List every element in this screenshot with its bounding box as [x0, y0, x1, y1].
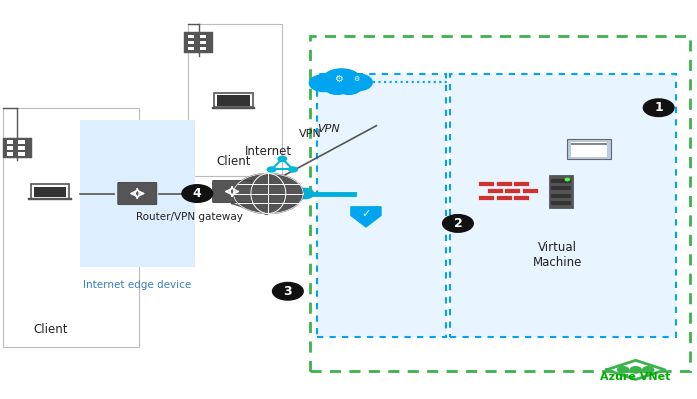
Circle shape [182, 185, 213, 202]
Text: VPN: VPN [299, 128, 321, 139]
FancyBboxPatch shape [118, 182, 157, 205]
Circle shape [267, 167, 276, 172]
Text: Client: Client [33, 323, 68, 336]
Polygon shape [351, 207, 381, 227]
Circle shape [296, 188, 314, 199]
FancyBboxPatch shape [496, 195, 512, 200]
FancyBboxPatch shape [7, 140, 13, 144]
Circle shape [443, 215, 473, 232]
FancyBboxPatch shape [513, 181, 529, 186]
Text: 1: 1 [654, 101, 663, 114]
Text: Azure VNet: Azure VNet [601, 372, 671, 382]
FancyBboxPatch shape [199, 41, 206, 44]
FancyBboxPatch shape [7, 146, 13, 150]
FancyBboxPatch shape [571, 142, 607, 145]
FancyBboxPatch shape [317, 74, 446, 337]
FancyBboxPatch shape [549, 175, 574, 208]
Circle shape [643, 99, 674, 117]
FancyBboxPatch shape [80, 120, 195, 267]
Circle shape [233, 174, 303, 213]
FancyBboxPatch shape [188, 41, 194, 44]
FancyBboxPatch shape [513, 195, 529, 200]
Text: 4: 4 [193, 187, 201, 200]
FancyBboxPatch shape [3, 138, 32, 158]
Text: Virtual
Machine: Virtual Machine [533, 241, 582, 269]
Text: Router/VPN gateway: Router/VPN gateway [136, 212, 243, 223]
Circle shape [618, 367, 629, 373]
Text: 2: 2 [454, 217, 462, 230]
Text: ⚙: ⚙ [335, 74, 343, 84]
Circle shape [278, 156, 286, 161]
Text: 3: 3 [284, 285, 292, 298]
FancyBboxPatch shape [31, 184, 69, 199]
Circle shape [325, 80, 349, 95]
FancyBboxPatch shape [19, 146, 25, 150]
FancyBboxPatch shape [215, 93, 252, 107]
Circle shape [309, 75, 339, 91]
FancyBboxPatch shape [188, 47, 194, 50]
Text: ⚙: ⚙ [353, 76, 359, 82]
FancyBboxPatch shape [571, 142, 607, 157]
FancyBboxPatch shape [522, 188, 538, 193]
FancyBboxPatch shape [213, 180, 252, 203]
FancyBboxPatch shape [551, 186, 571, 190]
Circle shape [643, 367, 654, 373]
FancyBboxPatch shape [199, 35, 206, 38]
Circle shape [323, 69, 360, 91]
FancyBboxPatch shape [505, 188, 521, 193]
FancyBboxPatch shape [184, 32, 213, 53]
FancyBboxPatch shape [28, 198, 72, 200]
FancyBboxPatch shape [188, 35, 194, 38]
FancyBboxPatch shape [212, 107, 256, 109]
Text: Internet: Internet [245, 145, 292, 158]
FancyBboxPatch shape [478, 181, 494, 186]
Circle shape [273, 282, 303, 300]
FancyBboxPatch shape [487, 188, 503, 193]
Text: ✓: ✓ [361, 209, 371, 219]
Circle shape [343, 74, 372, 91]
Circle shape [289, 167, 298, 172]
FancyBboxPatch shape [551, 194, 571, 198]
FancyBboxPatch shape [567, 140, 611, 159]
FancyBboxPatch shape [217, 95, 250, 106]
FancyBboxPatch shape [478, 195, 494, 200]
FancyBboxPatch shape [450, 74, 676, 337]
Text: VPN: VPN [317, 124, 340, 134]
FancyBboxPatch shape [34, 187, 66, 198]
FancyBboxPatch shape [7, 152, 13, 156]
FancyBboxPatch shape [551, 201, 571, 205]
FancyBboxPatch shape [19, 152, 25, 156]
FancyBboxPatch shape [199, 47, 206, 50]
FancyBboxPatch shape [496, 181, 512, 186]
Circle shape [337, 80, 361, 95]
FancyBboxPatch shape [551, 179, 571, 183]
FancyBboxPatch shape [19, 140, 25, 144]
Text: Client: Client [216, 155, 251, 168]
Circle shape [630, 367, 641, 373]
Circle shape [565, 178, 569, 181]
Text: Internet edge device: Internet edge device [83, 280, 192, 290]
